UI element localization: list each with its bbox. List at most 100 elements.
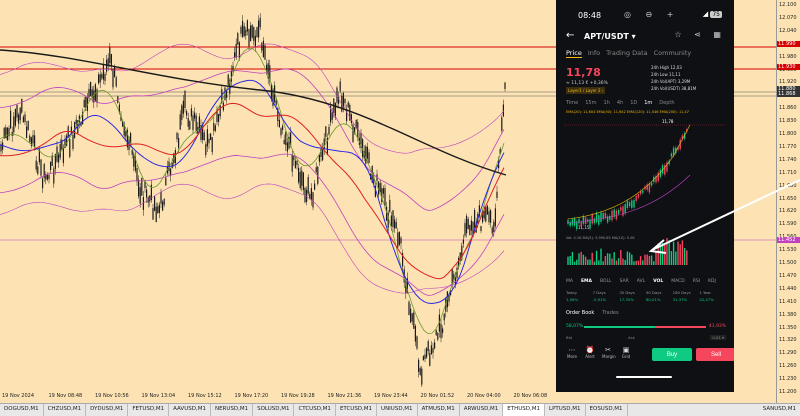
candle-body bbox=[373, 176, 375, 184]
symbol-tab[interactable]: DYDUSD,M1 bbox=[86, 404, 129, 416]
category-badge[interactable]: Layer1 / Layer 2 › bbox=[566, 87, 606, 94]
bottom-action[interactable]: ▣ Grid bbox=[620, 346, 632, 359]
symbol-tab[interactable]: EOSUSD,M1 bbox=[586, 404, 628, 416]
candle-body bbox=[424, 354, 426, 360]
candle-body bbox=[245, 29, 247, 36]
home-indicator[interactable] bbox=[616, 376, 672, 378]
indicator-tab[interactable]: RSI bbox=[692, 279, 701, 284]
symbol-tab[interactable]: SANUSD,M1 bbox=[762, 406, 796, 412]
candle-body bbox=[386, 206, 388, 221]
phone-tab[interactable]: Trading Data bbox=[606, 49, 648, 57]
volume-bar bbox=[646, 254, 648, 265]
candle-body bbox=[312, 192, 314, 208]
symbol-tab[interactable]: UNIUSD,M1 bbox=[377, 404, 418, 416]
candle-body bbox=[235, 43, 237, 58]
back-arrow-icon[interactable]: ← bbox=[566, 30, 575, 41]
indicator-tab[interactable]: SAR bbox=[619, 279, 629, 284]
symbol-tab[interactable]: CHZUSD,M1 bbox=[44, 404, 87, 416]
price-tag: 11.930 bbox=[777, 64, 800, 70]
buy-button[interactable]: Buy bbox=[652, 348, 692, 361]
candle-body bbox=[51, 155, 53, 166]
interval-tab[interactable]: Depth bbox=[659, 100, 675, 106]
volume-bar bbox=[637, 260, 640, 265]
symbol-tab[interactable]: NERUSD,M1 bbox=[211, 404, 254, 416]
time-axis-label: 20 Nov 06:08 bbox=[513, 393, 548, 399]
candle-body bbox=[483, 210, 485, 219]
symbol-tab[interactable]: CTCUSD,M1 bbox=[294, 404, 336, 416]
price-tag: 11.452 bbox=[777, 237, 800, 243]
perf-label: Today bbox=[566, 290, 577, 295]
bottom-action[interactable]: ⏰ Alert bbox=[584, 346, 596, 359]
bottom-action-label: Margin bbox=[602, 354, 616, 359]
candle-body bbox=[344, 98, 346, 104]
volume-bar bbox=[648, 255, 651, 265]
volume-bar bbox=[622, 258, 624, 265]
indicator-tab[interactable]: MA bbox=[566, 279, 573, 284]
orderbook-tab[interactable]: Order Book bbox=[566, 310, 595, 316]
phone-candle bbox=[569, 221, 571, 226]
phone-screenshot: 08:48 ◎ ⊖ + ◢ 75 ← APT/USDT ▾ ☆ ⋖ ▦ Pric… bbox=[556, 0, 734, 392]
interval-tab[interactable]: 1m bbox=[644, 100, 653, 106]
phone-tabs: Price Info Trading Data Community bbox=[566, 49, 691, 58]
sell-button[interactable]: Sell bbox=[696, 348, 734, 361]
interval-tab[interactable]: 1D bbox=[630, 100, 638, 106]
phone-tab[interactable]: Community bbox=[653, 49, 692, 57]
pair-selector[interactable]: APT/USDT ▾ bbox=[584, 32, 636, 41]
indicator-tab[interactable]: VOL bbox=[653, 279, 664, 284]
candle-body bbox=[314, 183, 316, 190]
candle-body bbox=[334, 102, 336, 118]
candle-body bbox=[186, 111, 188, 116]
symbol-tab[interactable]: LPTUSD,M1 bbox=[545, 404, 586, 416]
indicator-tab[interactable]: BOLL bbox=[600, 279, 612, 284]
header-action-icons[interactable]: ☆ ⋖ ▦ bbox=[674, 30, 726, 39]
candle-body bbox=[352, 124, 354, 143]
candle-body bbox=[288, 136, 290, 149]
candle-body bbox=[456, 267, 458, 279]
symbol-tab[interactable]: AAVUSD,M1 bbox=[169, 404, 211, 416]
symbol-tab[interactable]: DOGUSD,M1 bbox=[0, 404, 44, 416]
indicator-tab[interactable]: EMA bbox=[580, 279, 593, 284]
phone-candle bbox=[642, 190, 644, 193]
candle-body bbox=[56, 146, 58, 162]
interval-tab[interactable]: 4h bbox=[616, 100, 624, 106]
candle-body bbox=[413, 312, 415, 329]
orderbook-tab[interactable]: Trades bbox=[602, 310, 619, 316]
candle-body bbox=[200, 124, 202, 140]
indicator-tab[interactable]: KDJ bbox=[708, 279, 716, 284]
interval-tab[interactable]: Time bbox=[566, 100, 579, 106]
indicator-tab[interactable]: MACD bbox=[671, 279, 685, 284]
phone-candle bbox=[622, 206, 624, 216]
volume-bar bbox=[602, 261, 604, 265]
phone-candle bbox=[628, 202, 631, 207]
symbol-tab[interactable]: ETCUSD,M1 bbox=[336, 404, 378, 416]
candle-body bbox=[35, 160, 37, 170]
interval-tab[interactable]: 15m bbox=[585, 100, 597, 106]
symbol-tab[interactable]: FETUSD,M1 bbox=[128, 404, 170, 416]
indicator-tab[interactable]: AVL bbox=[636, 279, 646, 284]
bottom-action[interactable]: ✂ Margin bbox=[602, 346, 616, 359]
phone-candle bbox=[571, 219, 574, 226]
interval-tab[interactable]: 1h bbox=[603, 100, 610, 106]
depth-step-select[interactable]: 0,01 ▾ bbox=[710, 335, 726, 340]
symbol-tab[interactable]: ETHUSD,M1 bbox=[503, 404, 546, 416]
phone-tab[interactable]: Price bbox=[566, 49, 582, 58]
time-axis-label: 19 Nov 10:56 bbox=[95, 393, 129, 399]
candle-body bbox=[262, 40, 264, 58]
bottom-action-label: Grid bbox=[621, 354, 631, 359]
phone-tab[interactable]: Info bbox=[587, 49, 601, 57]
price-scale-label: 11.980 bbox=[779, 53, 797, 60]
phone-candle bbox=[604, 212, 607, 219]
perf-value: 80,01% bbox=[645, 297, 661, 302]
candle-body bbox=[485, 207, 487, 222]
bottom-action[interactable]: ⋯ More bbox=[566, 346, 578, 359]
ma-slow bbox=[0, 49, 507, 176]
candle-body bbox=[397, 232, 399, 248]
candle-body bbox=[448, 294, 450, 302]
candle-body bbox=[54, 154, 56, 169]
candle-body bbox=[304, 187, 306, 203]
symbol-tab[interactable]: SOLUSD,M1 bbox=[253, 404, 295, 416]
symbol-tab[interactable]: ATMUSD,M1 bbox=[418, 404, 460, 416]
bid-label: Bid bbox=[566, 335, 573, 340]
symbol-tab[interactable]: ARWUSD,M1 bbox=[460, 404, 504, 416]
time-axis-label: 19 Nov 2024 bbox=[2, 393, 35, 399]
